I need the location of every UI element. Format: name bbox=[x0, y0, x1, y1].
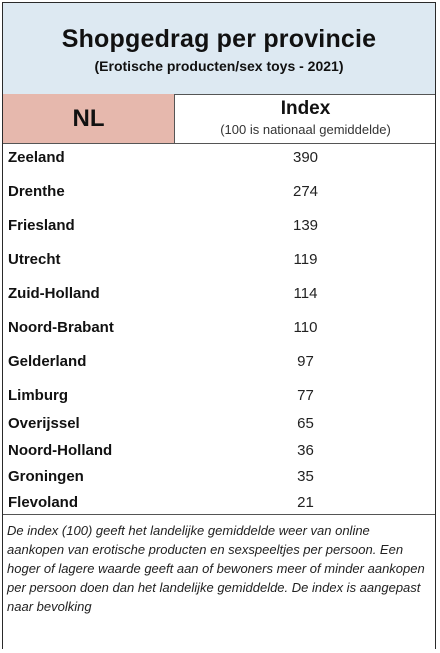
table-row: Utrecht 119 bbox=[3, 248, 435, 274]
province-name: Noord-Brabant bbox=[8, 319, 114, 336]
table-row: Friesland 139 bbox=[3, 214, 435, 240]
index-label: Index bbox=[280, 98, 331, 119]
table-row: Groningen 35 bbox=[3, 465, 435, 491]
footer-note: De index (100) geeft het landelijke gemi… bbox=[7, 523, 425, 614]
province-name: Drenthe bbox=[8, 183, 65, 200]
index-value: 390 bbox=[292, 149, 319, 166]
province-name: Utrecht bbox=[8, 251, 61, 268]
index-value: 36 bbox=[297, 442, 314, 459]
province-name: Overijssel bbox=[8, 415, 80, 432]
chart-frame: Shopgedrag per provincie (Erotische prod… bbox=[2, 2, 436, 649]
table-body: Zeeland 390 Drenthe 274 Friesland 139 Utrecht 1… bbox=[3, 3, 435, 650]
index-value: 65 bbox=[297, 415, 314, 432]
table-row: Flevoland 21 bbox=[3, 491, 435, 517]
province-name: Friesland bbox=[8, 217, 75, 234]
table-row: Overijssel 65 bbox=[3, 412, 435, 438]
province-name: Noord-Holland bbox=[8, 442, 113, 459]
table-header: NL Index (100 is nationaal gemiddelde) bbox=[3, 94, 435, 144]
index-value: 21 bbox=[297, 494, 314, 511]
table-row: Limburg 77 bbox=[3, 384, 435, 410]
header-panel: Shopgedrag per provincie (Erotische prod… bbox=[3, 3, 435, 95]
table-row: Zuid-Holland 114 bbox=[3, 282, 435, 308]
index-value: 274 bbox=[292, 183, 319, 200]
index-value: 139 bbox=[292, 217, 319, 234]
province-name: Zeeland bbox=[8, 149, 65, 166]
index-value: 119 bbox=[293, 251, 318, 268]
index-value: 114 bbox=[293, 285, 318, 302]
index-column-header: Index (100 is nationaal gemiddelde) bbox=[176, 94, 435, 143]
index-value: 97 bbox=[297, 353, 314, 370]
region-column-header: NL bbox=[3, 94, 175, 143]
index-sublabel: (100 is nationaal gemiddelde) bbox=[220, 122, 391, 137]
table-row: Noord-Holland 36 bbox=[3, 439, 435, 465]
table-row: Gelderland 97 bbox=[3, 350, 435, 376]
province-name: Limburg bbox=[8, 387, 68, 404]
province-name: Gelderland bbox=[8, 353, 87, 370]
footer-note-panel: De index (100) geeft het landelijke gemi… bbox=[3, 514, 435, 649]
province-name: Flevoland bbox=[8, 494, 79, 511]
index-value: 110 bbox=[293, 319, 318, 336]
table-row: Noord-Brabant 110 bbox=[3, 316, 435, 342]
index-value: 77 bbox=[297, 387, 314, 404]
chart-subtitle: (Erotische producten/sex toys - 2021) bbox=[94, 58, 344, 74]
table-row: Zeeland 390 bbox=[3, 146, 435, 172]
chart-title: Shopgedrag per provincie bbox=[61, 25, 377, 53]
table-row: Drenthe 274 bbox=[3, 180, 435, 206]
province-name: Zuid-Holland bbox=[8, 285, 100, 302]
index-value: 35 bbox=[297, 468, 314, 485]
province-name: Groningen bbox=[8, 468, 84, 485]
